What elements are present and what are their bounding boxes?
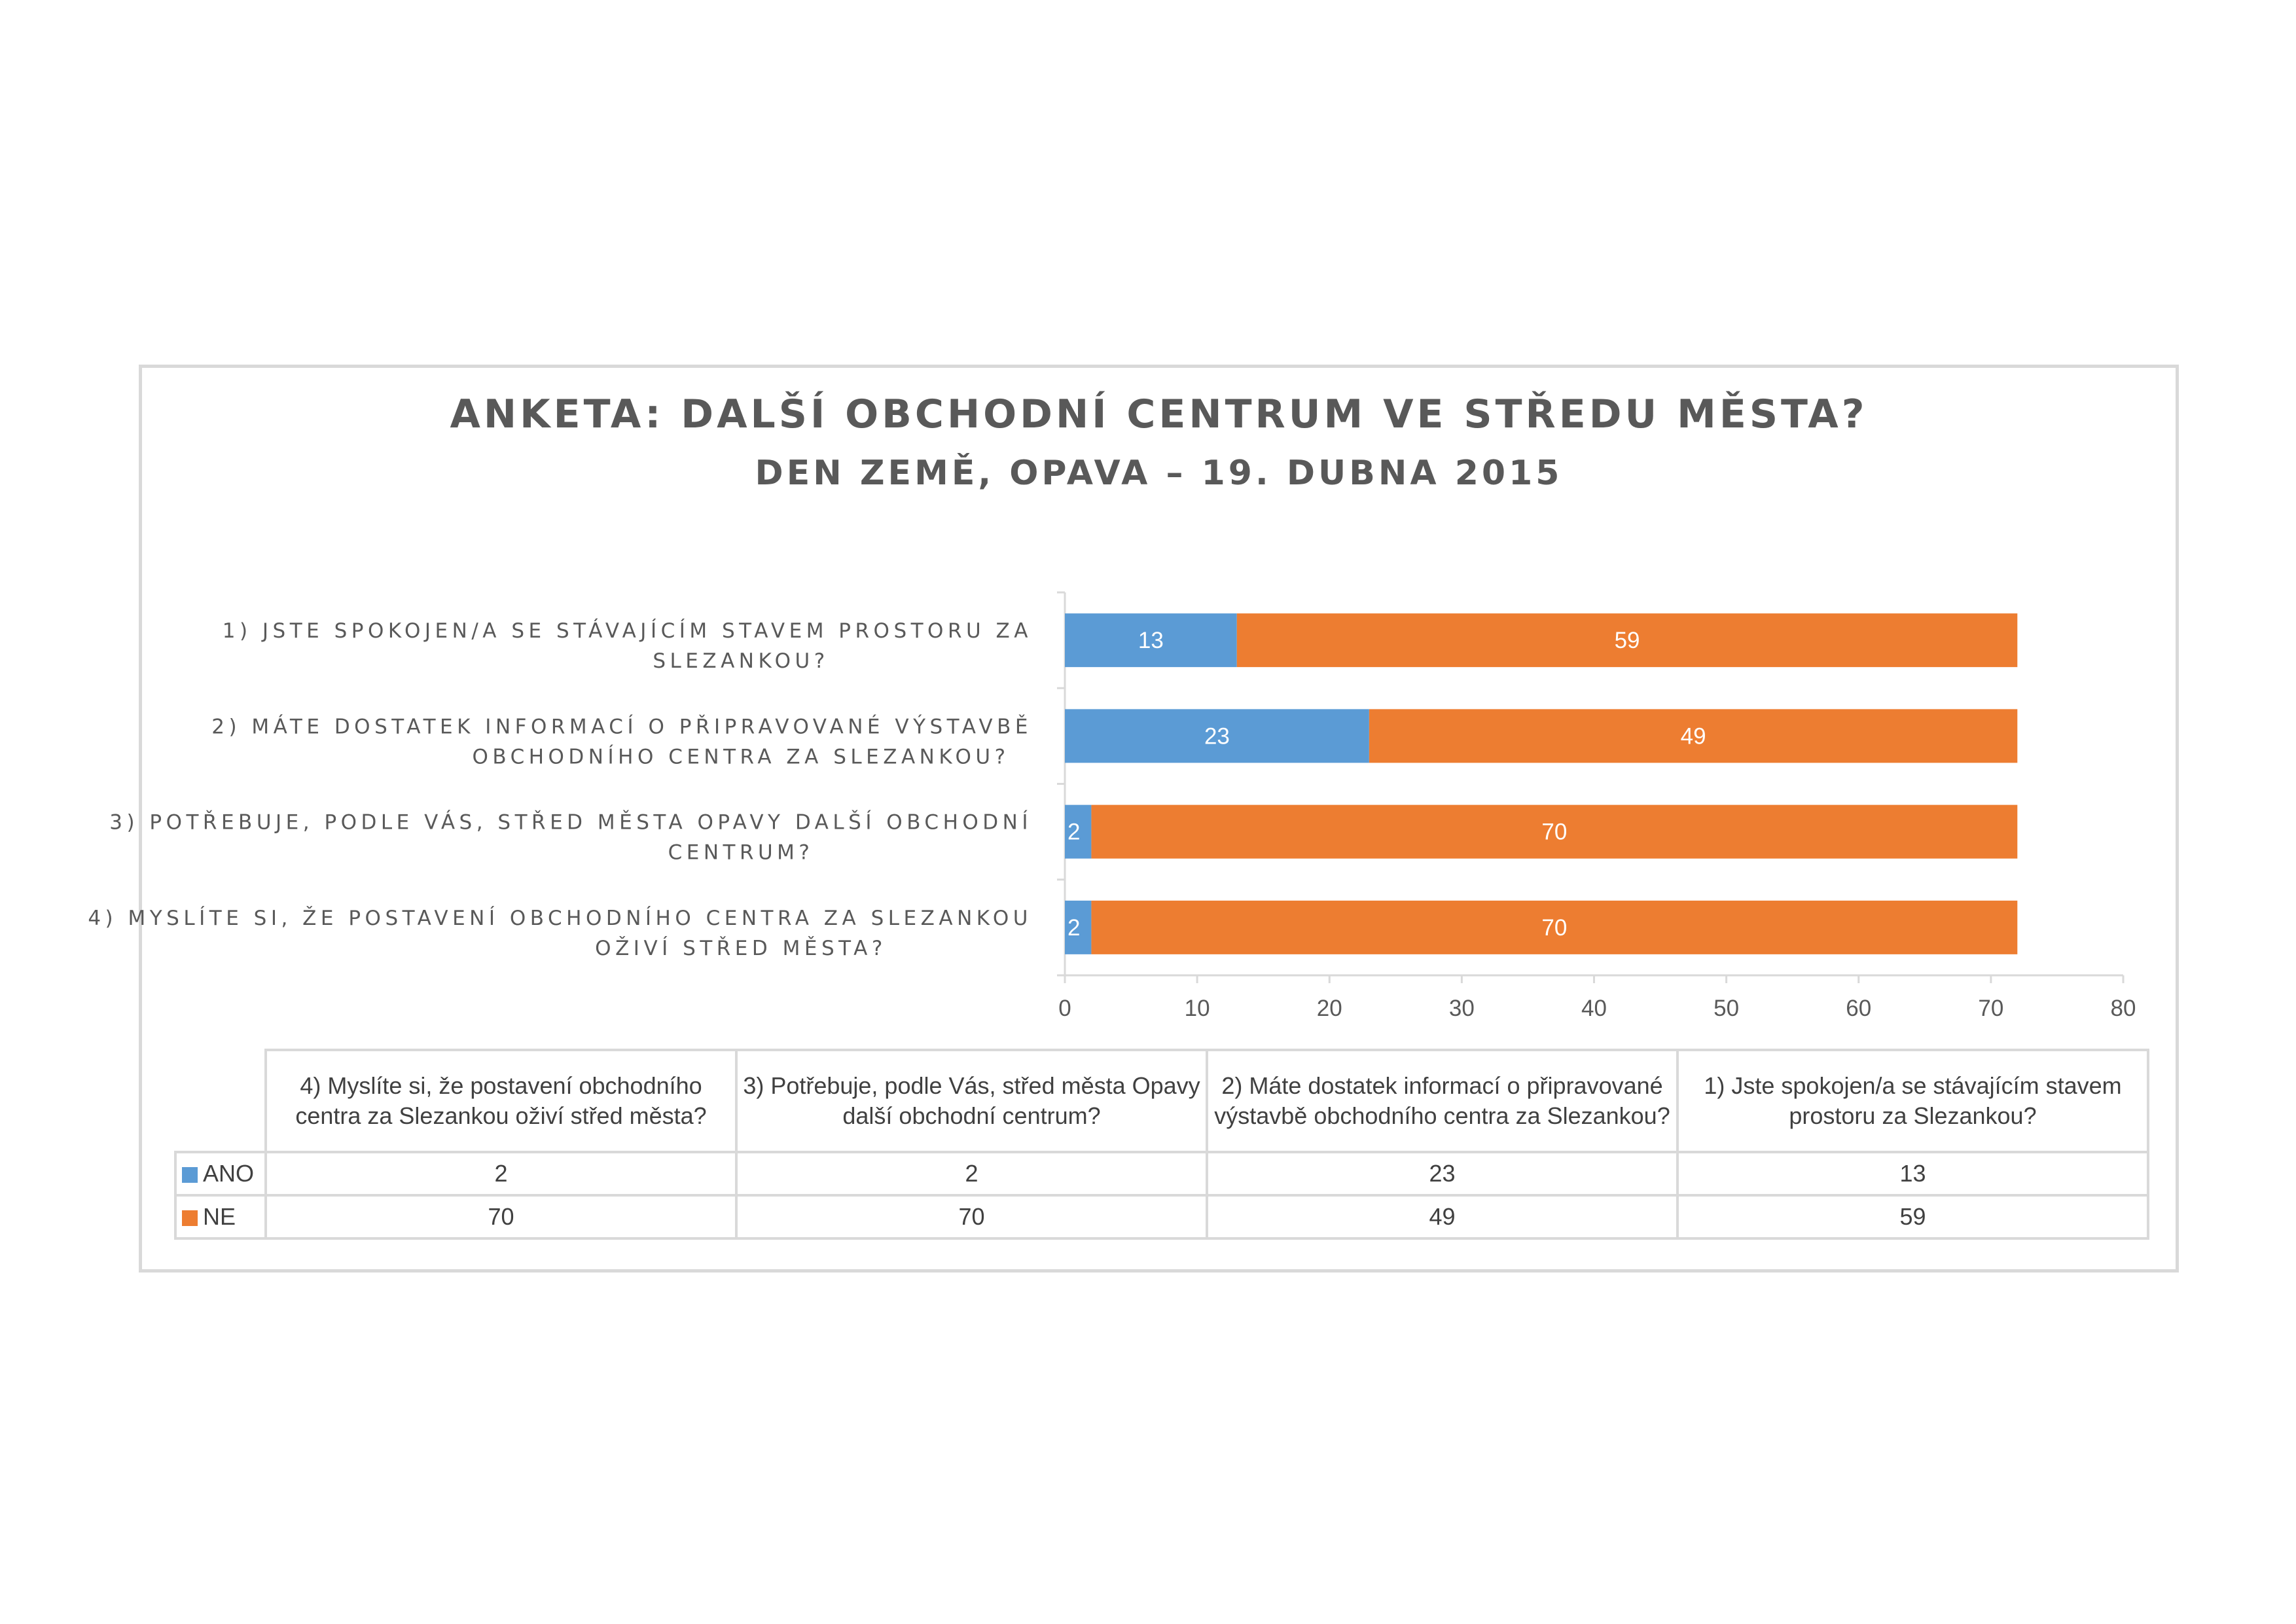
category-label: SLEZANKOU? bbox=[653, 649, 829, 673]
data-table-header: 1) Jste spokojen/a se stávajícím stavem … bbox=[1676, 1049, 2149, 1153]
legend-label: NE bbox=[203, 1203, 236, 1230]
chart-subtitle: DEN ZEMĚ, OPAVA – 19. DUBNA 2015 bbox=[755, 454, 1563, 493]
x-tick-label: 40 bbox=[1581, 996, 1607, 1021]
bar-ano bbox=[1065, 804, 1092, 859]
x-tick-label: 60 bbox=[1846, 996, 1871, 1021]
x-tick-label: 80 bbox=[2111, 996, 2136, 1021]
bar-ne bbox=[1369, 709, 2018, 763]
data-table-corner bbox=[175, 1050, 266, 1152]
bar-data-label: 23 bbox=[1204, 723, 1230, 749]
bar-ano bbox=[1065, 709, 1369, 763]
bar-ano bbox=[1065, 613, 1237, 668]
bar-data-label: 49 bbox=[1681, 723, 1706, 749]
bar-data-label: 59 bbox=[1615, 628, 1640, 653]
x-tick-label: 0 bbox=[1058, 996, 1071, 1021]
data-table-header: 2) Máte dostatek informací o připravovan… bbox=[1206, 1049, 1679, 1153]
bar-data-label: 2 bbox=[1067, 820, 1080, 845]
x-tick-label: 20 bbox=[1317, 996, 1342, 1021]
category-label: 4) MYSLÍTE SI, ŽE POSTAVENÍ OBCHODNÍHO C… bbox=[88, 907, 1032, 930]
data-table-row-ano: ANO 2 2 23 13 bbox=[174, 1151, 2149, 1197]
data-table: 4) Myslíte si, že postavení obchodního c… bbox=[174, 1049, 2149, 1240]
data-table-cell: 2 bbox=[735, 1151, 1208, 1197]
chart-title: ANKETA: DALŠÍ OBCHODNÍ CENTRUM VE STŘEDU… bbox=[450, 391, 1868, 437]
legend-swatch-ne bbox=[182, 1210, 198, 1226]
bar-data-label: 70 bbox=[1541, 915, 1567, 941]
legend-label: ANO bbox=[203, 1160, 255, 1187]
data-table-row-ne: NE 70 70 49 59 bbox=[174, 1194, 2149, 1240]
legend-swatch-ano bbox=[182, 1167, 198, 1183]
bar-data-label: 2 bbox=[1067, 915, 1080, 941]
data-table-header-row: 4) Myslíte si, že postavení obchodního c… bbox=[175, 1049, 2149, 1153]
category-label: OBCHODNÍHO CENTRA ZA SLEZANKOU? bbox=[472, 745, 1009, 768]
data-table-cell: 70 bbox=[735, 1194, 1208, 1240]
data-table-cell: 23 bbox=[1206, 1151, 1679, 1197]
bar-data-label: 70 bbox=[1541, 820, 1567, 845]
data-table-cell: 49 bbox=[1206, 1194, 1679, 1240]
category-label: 1) JSTE SPOKOJEN/A SE STÁVAJÍCÍM STAVEM … bbox=[223, 619, 1032, 643]
category-label: 2) MÁTE DOSTATEK INFORMACÍ O PŘIPRAVOVAN… bbox=[211, 715, 1032, 738]
bar-ne bbox=[1236, 613, 2018, 668]
legend-entry-ne: NE bbox=[174, 1194, 267, 1240]
x-tick-label: 30 bbox=[1449, 996, 1475, 1021]
bar-ano bbox=[1065, 900, 1092, 954]
data-table-header: 4) Myslíte si, že postavení obchodního c… bbox=[264, 1049, 738, 1153]
bar-data-label: 13 bbox=[1138, 628, 1164, 653]
data-table-cell: 59 bbox=[1676, 1194, 2149, 1240]
data-table-cell: 70 bbox=[264, 1194, 738, 1240]
bar-ne bbox=[1091, 900, 2018, 954]
x-tick-label: 10 bbox=[1185, 996, 1210, 1021]
x-tick-label: 70 bbox=[1978, 996, 2003, 1021]
category-label: OŽIVÍ STŘED MĚSTA? bbox=[595, 937, 887, 960]
category-label: CENTRUM? bbox=[668, 841, 814, 865]
legend-entry-ano: ANO bbox=[174, 1151, 267, 1197]
data-table-cell: 2 bbox=[264, 1151, 738, 1197]
bar-ne bbox=[1091, 804, 2018, 859]
category-label: 3) POTŘEBUJE, PODLE VÁS, STŘED MĚSTA OPA… bbox=[109, 810, 1032, 835]
x-tick-label: 50 bbox=[1713, 996, 1739, 1021]
data-table-cell: 13 bbox=[1676, 1151, 2149, 1197]
data-table-header: 3) Potřebuje, podle Vás, střed města Opa… bbox=[735, 1049, 1208, 1153]
